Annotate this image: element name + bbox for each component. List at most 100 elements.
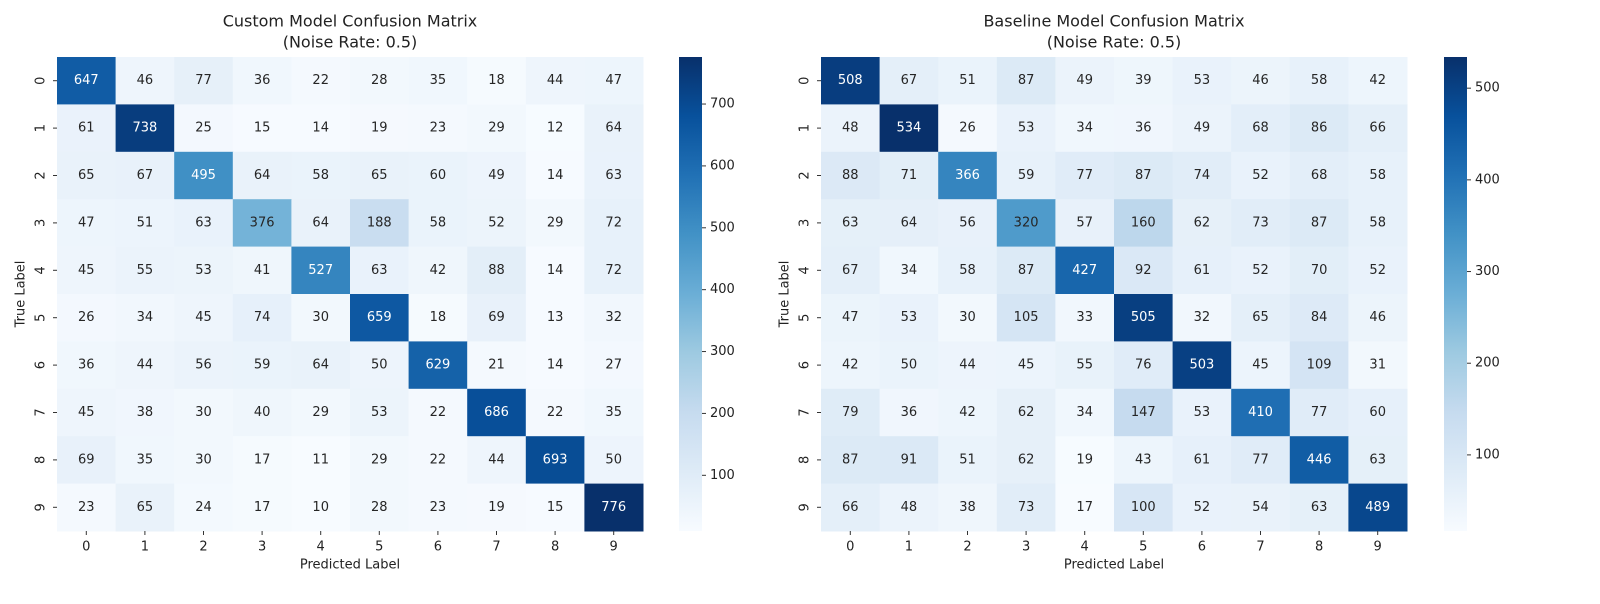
cell-label: 14 <box>547 168 564 183</box>
y-axis-label: True Label <box>14 261 29 329</box>
heatmap-cell <box>525 436 585 485</box>
heatmap-cell <box>584 57 644 105</box>
cell-label: 74 <box>254 310 271 325</box>
y-tick-label: 6 <box>34 361 49 369</box>
cell-label: 29 <box>371 452 388 467</box>
cell-label: 67 <box>842 263 859 278</box>
cell-label: 14 <box>547 263 564 278</box>
cell-label: 63 <box>842 215 859 230</box>
heatmap-cell <box>174 57 234 105</box>
cell-label: 51 <box>959 452 976 467</box>
y-tick-label: 1 <box>34 124 49 132</box>
heatmap-cell <box>174 151 234 200</box>
heatmap-cell <box>821 436 881 485</box>
cell-label: 320 <box>1014 215 1039 230</box>
cell-label: 55 <box>1076 358 1093 373</box>
cell-label: 503 <box>1189 358 1214 373</box>
cell-label: 50 <box>605 452 622 467</box>
heatmap-cell <box>1172 436 1232 485</box>
x-tick-label: 8 <box>551 540 559 555</box>
cell-label: 53 <box>901 310 918 325</box>
cell-label: 22 <box>430 452 447 467</box>
cell-label: 73 <box>1252 215 1269 230</box>
cell-label: 53 <box>195 263 212 278</box>
cell-label: 489 <box>1365 500 1390 515</box>
heatmap-cell <box>879 199 939 248</box>
heatmap-cell <box>996 151 1056 200</box>
heatmap-cell <box>996 57 1056 105</box>
cell-label: 65 <box>78 168 95 183</box>
cell-label: 47 <box>842 310 859 325</box>
heatmap-cell <box>1055 104 1115 153</box>
cell-label: 77 <box>1252 452 1269 467</box>
heatmap-cell <box>408 151 468 200</box>
cell-label: 427 <box>1072 263 1097 278</box>
cell-label: 527 <box>308 263 333 278</box>
cell-label: 12 <box>547 121 564 136</box>
cell-label: 91 <box>901 452 918 467</box>
heatmap-cell <box>408 57 468 105</box>
cell-label: 50 <box>371 358 388 373</box>
heatmap-cell <box>115 151 175 200</box>
x-tick-label: 9 <box>1374 540 1382 555</box>
heatmap-cell <box>115 246 175 295</box>
heatmap-cell <box>467 294 527 342</box>
heatmap-cell <box>467 341 527 390</box>
cell-label: 49 <box>488 168 505 183</box>
cell-label: 63 <box>605 168 622 183</box>
cell-label: 17 <box>254 452 271 467</box>
cell-label: 52 <box>1252 263 1269 278</box>
heatmap-cell <box>467 483 527 532</box>
y-tick-label: 6 <box>798 361 813 369</box>
cell-label: 64 <box>254 168 271 183</box>
heatmap-cell <box>525 246 585 295</box>
cell-label: 69 <box>78 452 95 467</box>
heatmap-cell <box>408 246 468 295</box>
cell-label: 57 <box>1076 215 1093 230</box>
heatmap-cell <box>291 436 351 485</box>
heatmap-cell <box>938 483 998 532</box>
cell-label: 87 <box>842 452 859 467</box>
cell-label: 508 <box>838 73 863 88</box>
x-tick-label: 2 <box>199 540 207 555</box>
heatmap-cell <box>291 57 351 105</box>
cell-label: 29 <box>312 405 329 420</box>
cell-label: 30 <box>312 310 329 325</box>
heatmap-cell <box>57 294 117 342</box>
cell-label: 36 <box>1135 121 1152 136</box>
cell-label: 58 <box>1369 215 1386 230</box>
cell-label: 40 <box>254 405 271 420</box>
cell-label: 14 <box>312 121 329 136</box>
heatmap-cell <box>408 341 468 390</box>
heatmap-cell <box>1114 341 1174 390</box>
heatmap-cell <box>350 341 410 390</box>
cell-label: 73 <box>1018 500 1035 515</box>
heatmap-cell <box>57 104 117 153</box>
heatmap-cell <box>1289 57 1349 105</box>
heatmap-cell <box>115 388 175 437</box>
y-tick-label: 8 <box>34 456 49 464</box>
heatmap-cell <box>174 199 234 248</box>
cell-label: 15 <box>547 500 564 515</box>
cell-label: 64 <box>901 215 918 230</box>
chart-subtitle: (Noise Rate: 0.5) <box>1047 33 1182 52</box>
heatmap-cell <box>1114 436 1174 485</box>
cell-label: 48 <box>842 121 859 136</box>
cell-label: 45 <box>78 405 95 420</box>
heatmap-cell <box>584 341 644 390</box>
cell-label: 65 <box>371 168 388 183</box>
heatmap-cell <box>1055 294 1115 342</box>
cell-label: 66 <box>842 500 859 515</box>
heatmap-cell <box>1289 151 1349 200</box>
cell-label: 35 <box>430 73 447 88</box>
heatmap-cell <box>1289 199 1349 248</box>
heatmap-cell <box>350 436 410 485</box>
x-tick-label: 5 <box>1139 540 1147 555</box>
cell-label: 52 <box>1252 168 1269 183</box>
cell-label: 56 <box>195 358 212 373</box>
heatmap-cell <box>996 388 1056 437</box>
cell-label: 56 <box>959 215 976 230</box>
cell-label: 62 <box>1194 215 1211 230</box>
cell-label: 61 <box>1194 452 1211 467</box>
cell-label: 88 <box>842 168 859 183</box>
